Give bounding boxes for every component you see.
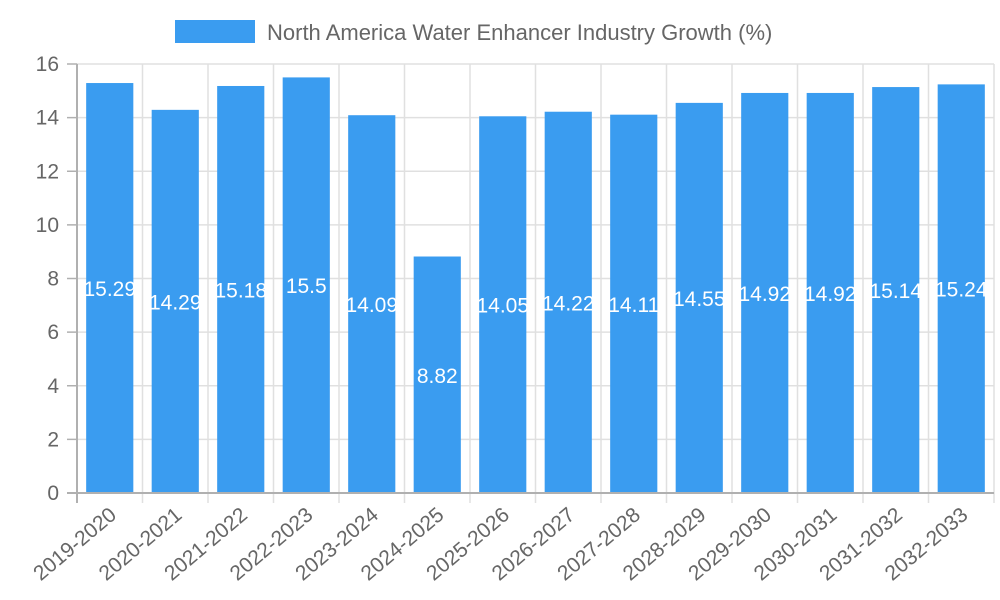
data-label: 15.14 [869, 280, 922, 303]
bar [413, 256, 461, 493]
data-label: 14.05 [476, 295, 529, 318]
y-tick-label: 10 [36, 214, 59, 237]
y-tick-label: 2 [47, 428, 59, 451]
bar [806, 92, 854, 494]
data-label: 8.82 [417, 365, 458, 388]
legend-label[interactable]: North America Water Enhancer Industry Gr… [267, 20, 772, 45]
data-label: 14.11 [608, 294, 659, 317]
data-label: 14.22 [542, 292, 595, 315]
bar [282, 77, 330, 493]
y-tick-label: 8 [47, 268, 59, 291]
data-label: 15.29 [83, 278, 136, 301]
y-tick-label: 4 [47, 375, 59, 398]
bar [544, 111, 592, 493]
bar [937, 84, 985, 493]
legend[interactable]: North America Water Enhancer Industry Gr… [175, 20, 772, 45]
y-tick-label: 6 [47, 321, 59, 344]
bar [479, 116, 527, 494]
y-tick-label: 16 [36, 53, 59, 76]
bar [348, 115, 396, 493]
data-label: 14.29 [149, 291, 202, 314]
data-label: 14.92 [804, 283, 857, 306]
bar [872, 87, 920, 493]
bar [86, 83, 134, 494]
data-label: 14.92 [738, 283, 791, 306]
bar [675, 102, 723, 494]
data-label: 15.24 [935, 279, 988, 302]
bars [86, 77, 985, 494]
bar [217, 85, 265, 493]
data-label: 15.5 [286, 275, 327, 298]
bar [151, 109, 199, 494]
data-label: 14.55 [673, 288, 726, 311]
bar [610, 114, 658, 493]
data-label: 15.18 [214, 279, 267, 302]
data-labels: 15.29 14.29 15.18 15.5 14.09 8.82 14.05 14.22 14… [83, 275, 987, 388]
legend-swatch[interactable] [175, 20, 255, 43]
y-tick-label: 12 [36, 160, 59, 183]
y-tick-label: 0 [47, 482, 59, 505]
y-tick-label: 14 [36, 107, 60, 130]
bar [741, 92, 789, 494]
data-label: 14.09 [345, 294, 398, 317]
